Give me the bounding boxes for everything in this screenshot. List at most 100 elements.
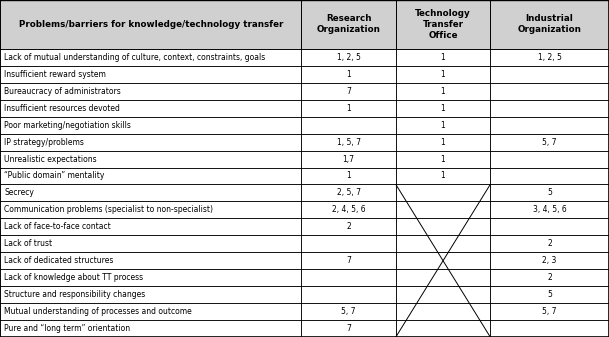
Bar [301, 66, 396, 83]
Text: 2, 5, 7: 2, 5, 7 [337, 188, 361, 197]
Text: Communication problems (specialist to non-specialist): Communication problems (specialist to no… [4, 205, 213, 214]
Bar [396, 49, 490, 66]
Text: 1,7: 1,7 [343, 155, 354, 163]
Bar [490, 252, 609, 269]
Bar [490, 218, 609, 235]
Text: Mutual understanding of processes and outcome: Mutual understanding of processes and ou… [4, 307, 192, 316]
Text: Lack of knowledge about TT process: Lack of knowledge about TT process [4, 273, 143, 282]
Bar [0, 286, 301, 303]
Bar [396, 303, 490, 320]
Bar [301, 286, 396, 303]
Bar [490, 286, 609, 303]
Bar [490, 133, 609, 151]
Text: 1, 2, 5: 1, 2, 5 [538, 53, 561, 62]
Bar [0, 167, 301, 184]
Bar [490, 151, 609, 167]
Bar [396, 235, 490, 252]
Bar [396, 66, 490, 83]
Bar [0, 100, 301, 117]
Bar [490, 303, 609, 320]
Bar [490, 117, 609, 133]
Bar [396, 184, 490, 202]
Text: 1, 5, 7: 1, 5, 7 [337, 137, 361, 147]
Bar [0, 218, 301, 235]
Text: Secrecy: Secrecy [4, 188, 34, 197]
Bar [490, 0, 609, 49]
Bar [0, 151, 301, 167]
Text: Industrial
Organization: Industrial Organization [518, 14, 582, 34]
Bar [0, 202, 301, 218]
Text: 2: 2 [347, 222, 351, 231]
Bar [301, 269, 396, 286]
Text: Insufficient resources devoted: Insufficient resources devoted [4, 104, 120, 113]
Bar [0, 320, 301, 337]
Bar [490, 49, 609, 66]
Bar [396, 100, 490, 117]
Text: Unrealistic expectations: Unrealistic expectations [4, 155, 97, 163]
Bar [301, 49, 396, 66]
Bar [490, 235, 609, 252]
Bar [0, 252, 301, 269]
Bar [396, 202, 490, 218]
Bar [0, 184, 301, 202]
Bar [301, 0, 396, 49]
Bar [490, 184, 609, 202]
Text: 1: 1 [441, 87, 445, 96]
Text: 2, 4, 5, 6: 2, 4, 5, 6 [332, 205, 365, 214]
Text: 1: 1 [347, 172, 351, 181]
Text: Structure and responsibility changes: Structure and responsibility changes [4, 290, 146, 299]
Bar [490, 100, 609, 117]
Text: Bureaucracy of administrators: Bureaucracy of administrators [4, 87, 121, 96]
Bar [301, 303, 396, 320]
Text: 1: 1 [441, 53, 445, 62]
Bar [396, 83, 490, 100]
Bar [396, 252, 490, 269]
Text: 1: 1 [347, 70, 351, 79]
Text: 2: 2 [547, 273, 552, 282]
Text: 1: 1 [441, 172, 445, 181]
Text: 1: 1 [441, 70, 445, 79]
Bar [0, 66, 301, 83]
Bar [0, 269, 301, 286]
Bar [301, 320, 396, 337]
Bar [301, 202, 396, 218]
Text: 2: 2 [547, 239, 552, 248]
Bar [396, 117, 490, 133]
Bar [301, 151, 396, 167]
Bar [0, 49, 301, 66]
Bar [0, 235, 301, 252]
Text: 1: 1 [441, 137, 445, 147]
Bar [396, 0, 490, 49]
Text: 1, 2, 5: 1, 2, 5 [337, 53, 361, 62]
Text: Technology
Transfer
Office: Technology Transfer Office [415, 9, 471, 40]
Bar [301, 252, 396, 269]
Text: 5, 7: 5, 7 [543, 137, 557, 147]
Bar [396, 133, 490, 151]
Bar [0, 117, 301, 133]
Bar [490, 66, 609, 83]
Text: Lack of trust: Lack of trust [4, 239, 52, 248]
Text: 7: 7 [346, 87, 351, 96]
Bar [0, 303, 301, 320]
Text: 5, 7: 5, 7 [342, 307, 356, 316]
Bar [396, 218, 490, 235]
Bar [301, 218, 396, 235]
Bar [301, 117, 396, 133]
Bar [396, 269, 490, 286]
Bar [396, 320, 490, 337]
Bar [0, 133, 301, 151]
Bar [301, 100, 396, 117]
Bar [301, 184, 396, 202]
Text: 2, 3: 2, 3 [543, 256, 557, 265]
Text: Problems/barriers for knowledge/technology transfer: Problems/barriers for knowledge/technolo… [18, 20, 283, 29]
Text: 7: 7 [346, 324, 351, 333]
Bar [396, 167, 490, 184]
Bar [396, 286, 490, 303]
Bar [301, 83, 396, 100]
Text: Pure and “long term” orientation: Pure and “long term” orientation [4, 324, 130, 333]
Bar [490, 320, 609, 337]
Text: 3, 4, 5, 6: 3, 4, 5, 6 [533, 205, 566, 214]
Bar [0, 0, 301, 49]
Text: 1: 1 [441, 155, 445, 163]
Bar [490, 167, 609, 184]
